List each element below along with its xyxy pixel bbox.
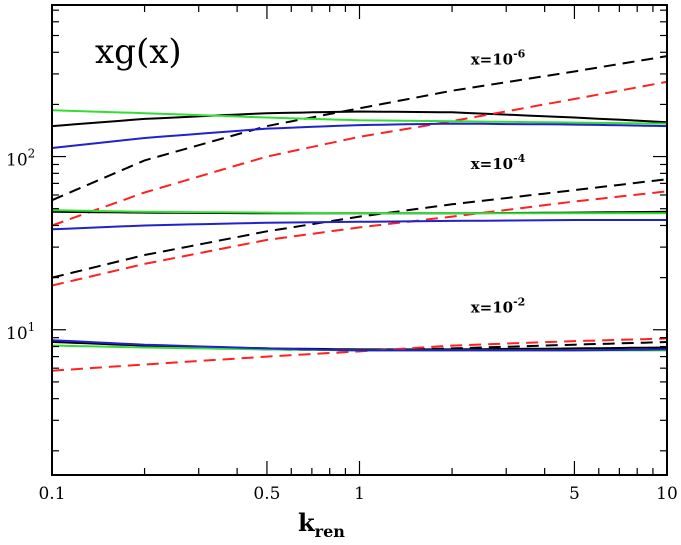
annotation-label-0: x=10-6 xyxy=(471,48,526,69)
ticks-layer xyxy=(51,5,667,475)
x-tick-label: 0.5 xyxy=(253,484,280,504)
series-line-6 xyxy=(51,178,668,279)
y-tick-label-exp: 2 xyxy=(28,147,36,161)
y-tick-label-exp: 1 xyxy=(28,320,36,334)
annotation-label-2: x=10-2 xyxy=(471,295,526,316)
y-tick-label-base: 10 xyxy=(6,151,28,171)
series-line-7 xyxy=(51,190,668,287)
y-tick-label-base: 10 xyxy=(6,324,28,344)
series-line-12 xyxy=(51,337,668,372)
x-axis-label-sub: ren xyxy=(315,522,346,541)
annotation-exp: -2 xyxy=(513,295,525,308)
series-line-8 xyxy=(51,209,667,215)
annotation-base: x=10 xyxy=(471,298,513,316)
annotation-exp: -6 xyxy=(513,48,526,61)
x-tick-label: 5 xyxy=(569,484,580,504)
x-tick-label: 0.1 xyxy=(38,484,65,504)
curves-layer xyxy=(51,55,668,372)
series-line-9 xyxy=(51,219,667,231)
series-line-2 xyxy=(51,80,668,227)
annotation-exp: -4 xyxy=(513,152,526,165)
annotation-label-1: x=10-4 xyxy=(471,152,526,173)
x-axis-label-main: k xyxy=(298,508,316,537)
y-tick-label: 102 xyxy=(6,147,35,171)
x-axis-label: kren xyxy=(298,508,345,541)
x-tick-label: 1 xyxy=(354,484,365,504)
plot-frame xyxy=(51,4,668,476)
annotation-base: x=10 xyxy=(471,51,513,69)
series-line-3 xyxy=(51,109,668,125)
series-line-1 xyxy=(51,55,668,202)
series-line-14 xyxy=(51,339,668,352)
y-tick-label: 101 xyxy=(6,320,35,344)
annotation-base: x=10 xyxy=(471,155,513,173)
x-tick-label: 10 xyxy=(656,484,678,504)
chart-title: xg(x) xyxy=(95,32,182,72)
series-line-4 xyxy=(51,122,668,149)
annotations-layer: x=10-6x=10-4x=10-2 xyxy=(471,48,526,317)
series-line-0 xyxy=(51,110,668,128)
